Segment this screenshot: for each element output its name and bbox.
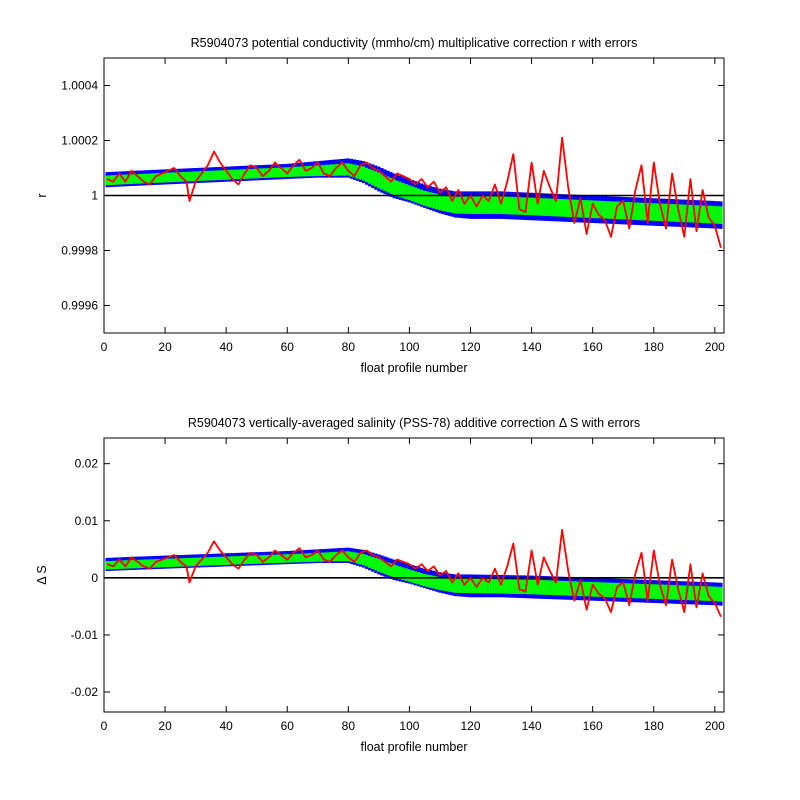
error-envelope — [105, 547, 723, 606]
y-axis-label: Δ S — [35, 565, 49, 584]
y-tick-label: 1.0002 — [61, 134, 98, 148]
x-tick-label: 200 — [705, 719, 725, 733]
x-tick-label: 140 — [522, 340, 542, 354]
series-line-1 — [106, 136, 722, 249]
y-tick-label: 0.9996 — [61, 299, 98, 313]
x-tick-label: 80 — [342, 340, 356, 354]
x-tick-label: 40 — [219, 340, 233, 354]
x-tick-label: 40 — [219, 719, 233, 733]
x-axis: 0 20 40 60 80 100 120 140 160 180 200 — [101, 438, 725, 733]
y-tick-label: 0 — [91, 571, 98, 585]
x-tick-label: 180 — [644, 340, 664, 354]
chart-title: R5904073 vertically-averaged salinity (P… — [188, 416, 640, 430]
x-axis-label: float profile number — [360, 361, 467, 375]
plot-area — [104, 136, 724, 249]
x-tick-label: 60 — [281, 719, 295, 733]
y-tick-label: -0.01 — [71, 628, 99, 642]
x-tick-label: 100 — [399, 719, 419, 733]
series-line-1 — [106, 529, 722, 618]
y-tick-label: 1.0004 — [61, 79, 98, 93]
y-tick-label: 0.02 — [75, 457, 99, 471]
x-tick-label: 0 — [101, 719, 108, 733]
y-tick-label: 1 — [91, 189, 98, 203]
error-envelope — [105, 158, 723, 229]
x-axis-label: float profile number — [360, 740, 467, 754]
chart-2: 0 20 40 60 80 100 120 140 160 180 200 -0.02 -0.01 0 0.… — [35, 416, 725, 754]
y-tick-label: -0.02 — [71, 685, 99, 699]
axes-box — [103, 437, 725, 713]
x-tick-label: 120 — [460, 340, 480, 354]
x-tick-label: 160 — [583, 340, 603, 354]
y-axis: 0.9996 0.9998 1 1.0002 1.0004 — [61, 79, 724, 313]
x-tick-label: 100 — [399, 340, 419, 354]
y-tick-label: 0.01 — [75, 514, 99, 528]
chart-1: 0 20 40 60 80 100 120 140 160 180 200 0.9996 0.9998 1… — [35, 36, 725, 375]
x-axis: 0 20 40 60 80 100 120 140 160 180 200 — [101, 58, 725, 354]
x-tick-label: 180 — [644, 719, 664, 733]
x-tick-label: 20 — [158, 340, 172, 354]
x-tick-label: 0 — [101, 340, 108, 354]
y-axis-label: r — [35, 193, 49, 197]
x-tick-label: 20 — [158, 719, 172, 733]
x-tick-label: 140 — [522, 719, 542, 733]
plot-area — [104, 529, 724, 618]
x-tick-label: 200 — [705, 340, 725, 354]
y-axis: -0.02 -0.01 0 0.01 0.02 — [71, 457, 724, 699]
y-tick-label: 0.9998 — [61, 244, 98, 258]
x-tick-label: 80 — [342, 719, 356, 733]
x-tick-label: 60 — [281, 340, 295, 354]
chart-title: R5904073 potential conductivity (mmho/cm… — [191, 36, 638, 50]
x-tick-label: 120 — [460, 719, 480, 733]
x-tick-label: 160 — [583, 719, 603, 733]
